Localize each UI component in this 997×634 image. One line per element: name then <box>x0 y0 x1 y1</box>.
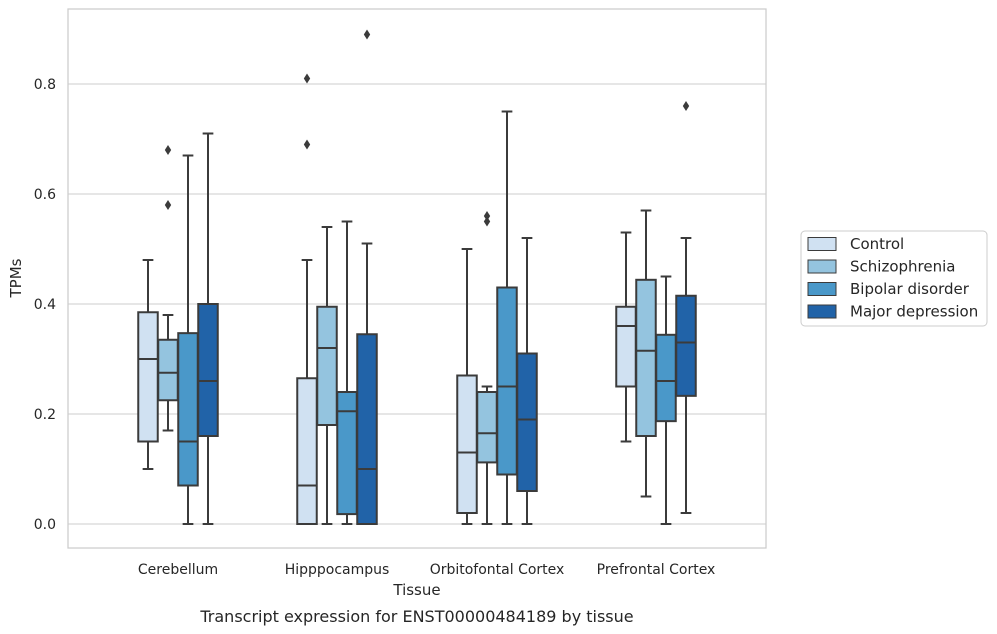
box-schizophrenia <box>635 209 657 498</box>
legend-swatch <box>807 304 837 319</box>
outlier-point <box>164 200 172 210</box>
box-iqr <box>316 305 338 426</box>
y-tick-label: 0.4 <box>34 297 56 313</box>
x-axis-title: Tissue <box>392 581 440 599</box>
box-iqr <box>157 338 179 402</box>
legend-label: Bipolar disorder <box>850 280 970 298</box>
box-major-depression <box>516 237 538 525</box>
legend-label: Schizophrenia <box>850 258 955 276</box>
y-tick-label: 0.8 <box>34 77 56 93</box>
outlier-point <box>682 101 690 111</box>
y-tick-label: 0.2 <box>34 407 56 423</box>
y-tick-labels: 0.0 0.2 0.4 0.6 0.8 <box>34 77 56 533</box>
x-tick-label: Hipppocampus <box>285 562 390 578</box>
box-iqr <box>615 305 637 388</box>
box-iqr <box>137 311 159 443</box>
box-major-depression <box>197 132 219 525</box>
box-iqr <box>516 352 538 492</box>
box-schizophrenia <box>316 226 338 525</box>
legend-frame <box>800 230 988 327</box>
box-major-depression <box>356 29 378 525</box>
plot-frame <box>67 8 767 549</box>
x-tick-label: Cerebellum <box>138 562 218 578</box>
outlier-point <box>483 216 491 227</box>
box-bipolar-disorder <box>177 154 199 525</box>
chart-caption: Transcript expression for ENST0000048418… <box>199 607 633 626</box>
box-iqr <box>675 294 697 397</box>
box-schizophrenia <box>476 211 498 525</box>
y-axis-title: TPMs <box>7 258 25 298</box>
legend-label: Major depression <box>850 303 978 321</box>
box-plots <box>137 29 697 525</box>
box-iqr <box>177 332 199 487</box>
outlier-point <box>483 211 491 221</box>
box-control <box>456 248 478 525</box>
box-control <box>615 231 637 443</box>
box-schizophrenia <box>157 145 179 432</box>
box-bipolar-disorder <box>496 110 518 525</box>
outlier-point <box>303 73 311 84</box>
outlier-point <box>363 29 371 40</box>
x-tick-label: Orbitofontal Cortex <box>430 562 565 578</box>
box-control <box>296 73 318 525</box>
y-tick-label: 0.6 <box>34 187 56 203</box>
box-iqr <box>356 333 378 525</box>
gridlines <box>68 83 766 525</box>
box-control <box>137 259 159 470</box>
box-iqr <box>635 278 657 437</box>
legend-swatch <box>807 282 837 296</box>
legend-label: Control <box>850 235 904 253</box>
box-iqr <box>456 374 478 514</box>
y-tick-label: 0.0 <box>34 517 56 533</box>
outlier-point <box>164 145 172 155</box>
legend-swatch <box>807 237 837 251</box>
x-tick-labels: Cerebellum Hipppocampus Orbitofontal Corte… <box>138 562 715 578</box>
legend-swatch <box>807 259 837 274</box>
box-bipolar-disorder <box>336 220 358 525</box>
box-iqr <box>476 391 498 464</box>
legend: Control Schizophrenia Bipolar disorder Majo… <box>800 230 988 327</box>
box-bipolar-disorder <box>655 275 677 525</box>
box-iqr <box>197 303 219 437</box>
x-tick-label: Prefrontal Cortex <box>597 562 716 578</box>
outlier-point <box>303 139 311 150</box>
box-iqr <box>655 333 677 423</box>
box-iqr <box>296 377 318 525</box>
box-major-depression <box>675 101 697 514</box>
box-iqr <box>496 286 518 476</box>
